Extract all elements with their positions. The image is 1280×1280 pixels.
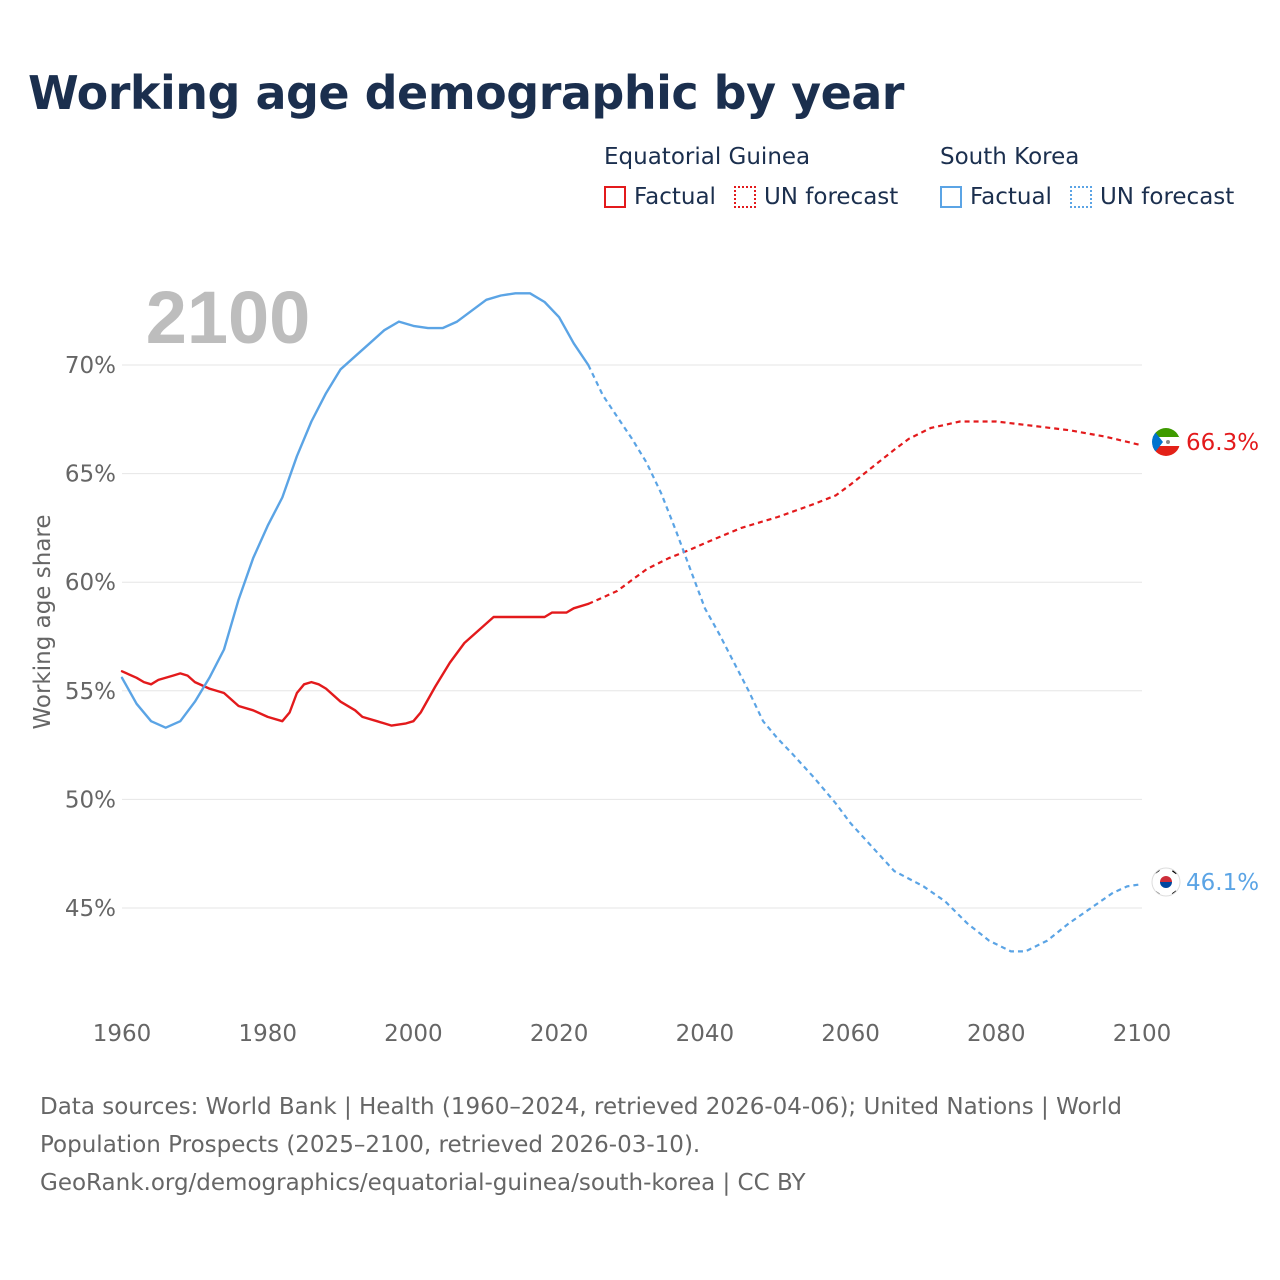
footer-line: Data sources: World Bank | Health (1960–… — [40, 1094, 1122, 1120]
legend-item-label: Factual — [634, 184, 716, 210]
line-chart: 45% 50% 55% 60% 65% 70% 1960 1980 2000 2020 2040 2… — [30, 276, 1259, 1047]
legend-equatorial-guinea: Equatorial Guinea Factual UN forecast — [604, 144, 898, 210]
equatorial-guinea-flag-icon — [1152, 428, 1180, 456]
legend-item-kr-forecast[interactable]: UN forecast — [1069, 184, 1235, 210]
legend-swatch-solid — [604, 186, 626, 208]
footer-sources: Data sources: World Bank | Health (1960–… — [40, 1088, 1220, 1202]
legend-item-label: UN forecast — [1099, 184, 1235, 210]
x-tick-labels: 1960 1980 2000 2020 2040 2060 2080 2100 — [93, 1021, 1172, 1047]
footer-line[interactable]: GeoRank.org/demographics/equatorial-guin… — [40, 1170, 806, 1196]
year-marker: 2100 — [146, 276, 311, 359]
legend-item-kr-factual[interactable]: Factual — [940, 184, 1052, 210]
y-tick-label: 65% — [65, 462, 116, 488]
y-axis-label: Working age share — [30, 514, 56, 729]
legend-country-label: Equatorial Guinea — [604, 144, 811, 170]
series-line-factual-1[interactable] — [120, 292, 590, 729]
x-tick-label: 2040 — [676, 1021, 735, 1047]
y-tick-label: 60% — [65, 570, 116, 596]
y-tick-label: 50% — [65, 787, 116, 813]
series-layer — [120, 292, 1143, 953]
y-tick-label: 45% — [65, 896, 116, 922]
series-line-factual-0[interactable] — [120, 602, 590, 727]
legend-swatch-dotted — [733, 186, 756, 208]
x-tick-label: 1980 — [238, 1021, 297, 1047]
series-line-forecast-0[interactable] — [587, 420, 1143, 605]
x-tick-label: 2020 — [530, 1021, 589, 1047]
x-tick-label: 2060 — [821, 1021, 880, 1047]
endpoint-layer: 66.3% 46.1% — [1151, 428, 1259, 897]
x-tick-label: 2000 — [384, 1021, 443, 1047]
y-tick-labels: 45% 50% 55% 60% 65% 70% — [65, 353, 116, 922]
legend-country-label: South Korea — [940, 144, 1080, 170]
legend-item-label: UN forecast — [763, 184, 899, 210]
legend-swatch-solid — [940, 186, 962, 208]
end-label-south-korea: 46.1% — [1186, 870, 1259, 896]
legend-south-korea: South Korea Factual UN forecast — [940, 144, 1234, 210]
legend-swatch-dotted — [1069, 186, 1092, 208]
legend-item-eg-forecast[interactable]: UN forecast — [733, 184, 899, 210]
footer-line: Population Prospects (2025–2100, retriev… — [40, 1132, 701, 1158]
legend-item-label: Factual — [970, 184, 1052, 210]
series-line-forecast-1[interactable] — [587, 364, 1143, 953]
page-title: Working age demographic by year — [28, 66, 905, 120]
y-tick-label: 70% — [65, 353, 116, 379]
x-tick-label: 2080 — [967, 1021, 1026, 1047]
x-tick-label: 1960 — [93, 1021, 152, 1047]
end-label-equatorial-guinea: 66.3% — [1186, 430, 1259, 456]
y-tick-label: 55% — [65, 679, 116, 705]
legend-item-eg-factual[interactable]: Factual — [604, 184, 716, 210]
x-tick-label: 2100 — [1113, 1021, 1172, 1047]
grid-layer — [122, 364, 1142, 909]
south-korea-flag-icon — [1151, 867, 1181, 897]
